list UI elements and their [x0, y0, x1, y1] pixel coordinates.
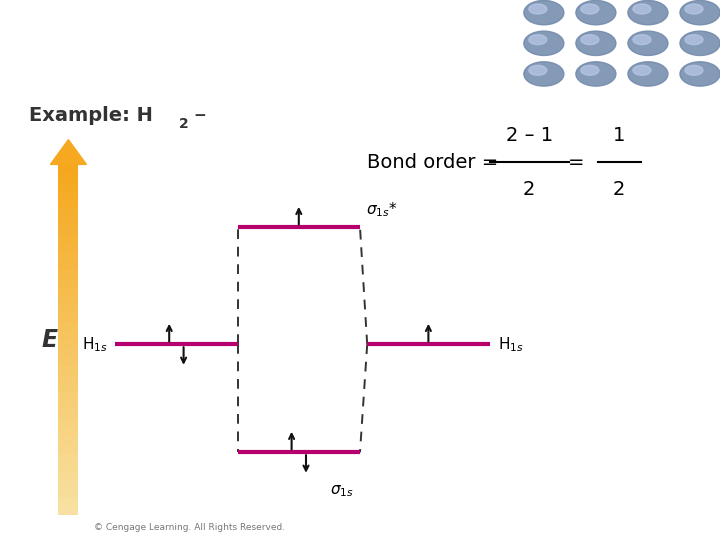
Bar — [58, 313, 78, 322]
Bar — [58, 365, 78, 375]
Ellipse shape — [581, 35, 599, 45]
Ellipse shape — [628, 62, 668, 86]
Text: Example: H: Example: H — [29, 106, 153, 125]
Bar — [58, 409, 78, 419]
Ellipse shape — [576, 31, 616, 56]
Ellipse shape — [581, 65, 599, 75]
Text: −: − — [193, 108, 206, 123]
Text: 2: 2 — [179, 117, 189, 131]
Bar — [58, 418, 78, 428]
Text: 2: 2 — [523, 180, 536, 199]
Bar — [58, 400, 78, 410]
Bar — [58, 427, 78, 436]
Ellipse shape — [529, 65, 547, 75]
Bar — [58, 330, 78, 340]
Text: $\sigma_{1s}$*: $\sigma_{1s}$* — [366, 200, 397, 219]
Bar — [58, 356, 78, 366]
Bar — [58, 207, 78, 217]
Ellipse shape — [524, 1, 564, 25]
Text: 1: 1 — [613, 126, 626, 145]
Bar — [58, 225, 78, 234]
Bar — [58, 453, 78, 463]
Bar — [58, 190, 78, 199]
Bar — [58, 383, 78, 393]
Ellipse shape — [524, 62, 564, 86]
Bar — [58, 286, 78, 296]
Ellipse shape — [576, 62, 616, 86]
Ellipse shape — [633, 4, 651, 14]
Bar — [58, 304, 78, 314]
Text: Section 9.2: Section 9.2 — [13, 20, 119, 38]
Polygon shape — [50, 140, 86, 164]
Text: H$_{1s}$: H$_{1s}$ — [82, 335, 108, 354]
Text: Bond order =: Bond order = — [367, 153, 498, 172]
Ellipse shape — [529, 4, 547, 14]
Bar — [58, 234, 78, 244]
Bar — [58, 435, 78, 445]
Bar — [58, 348, 78, 357]
Ellipse shape — [628, 31, 668, 56]
Bar — [58, 470, 78, 480]
Ellipse shape — [524, 31, 564, 56]
Bar — [58, 181, 78, 191]
Ellipse shape — [680, 62, 720, 86]
Text: 2 – 1: 2 – 1 — [505, 126, 553, 145]
Text: H$_{1s}$: H$_{1s}$ — [498, 335, 524, 354]
Bar — [58, 444, 78, 454]
Bar — [58, 505, 78, 515]
Bar — [58, 216, 78, 226]
Text: The Molecular Orbital Model: The Molecular Orbital Model — [13, 56, 247, 74]
Ellipse shape — [633, 65, 651, 75]
Ellipse shape — [685, 4, 703, 14]
Bar — [58, 164, 78, 173]
Bar — [58, 295, 78, 305]
Bar — [58, 172, 78, 182]
Bar — [58, 392, 78, 401]
Ellipse shape — [576, 1, 616, 25]
Bar — [58, 242, 78, 252]
Text: © Cengage Learning. All Rights Reserved.: © Cengage Learning. All Rights Reserved. — [94, 523, 284, 532]
Bar — [58, 339, 78, 349]
Bar — [58, 251, 78, 261]
Ellipse shape — [680, 31, 720, 56]
Text: =: = — [568, 153, 584, 172]
Bar — [58, 374, 78, 384]
Text: 2: 2 — [613, 180, 626, 199]
Bar — [58, 260, 78, 269]
Ellipse shape — [581, 4, 599, 14]
Ellipse shape — [628, 1, 668, 25]
Ellipse shape — [633, 35, 651, 45]
Ellipse shape — [685, 65, 703, 75]
Text: E: E — [42, 328, 58, 352]
Bar — [58, 278, 78, 287]
Bar — [58, 480, 78, 489]
Bar — [58, 269, 78, 279]
Bar — [58, 488, 78, 498]
Bar — [58, 497, 78, 507]
Bar — [58, 321, 78, 331]
Ellipse shape — [529, 35, 547, 45]
Ellipse shape — [680, 1, 720, 25]
Text: $\sigma_{1s}$: $\sigma_{1s}$ — [330, 483, 354, 498]
Bar — [58, 462, 78, 471]
Ellipse shape — [685, 35, 703, 45]
Bar — [58, 199, 78, 208]
